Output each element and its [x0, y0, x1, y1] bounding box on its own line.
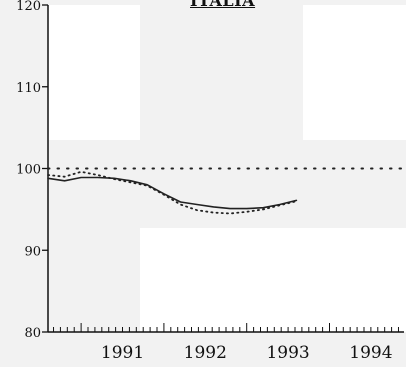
x-tick-label: 1991	[101, 343, 144, 363]
x-tick-label: 1992	[184, 343, 227, 363]
y-tick-label: 100	[16, 163, 41, 178]
y-tick-label: 80	[24, 326, 41, 341]
y-tick-label: 110	[16, 81, 41, 96]
series-line-2	[47, 170, 298, 215]
y-tick-label: 120	[16, 0, 41, 14]
x-tick-label: 1993	[266, 343, 309, 363]
y-tick-label: 90	[24, 244, 41, 259]
x-tick-label: 1994	[349, 343, 392, 363]
series-line-1	[47, 176, 298, 210]
chart-title: ITALIA	[190, 0, 256, 10]
panel-white-bottom	[140, 228, 406, 332]
panel-white-right	[303, 5, 406, 140]
panel-white-top	[48, 5, 140, 140]
